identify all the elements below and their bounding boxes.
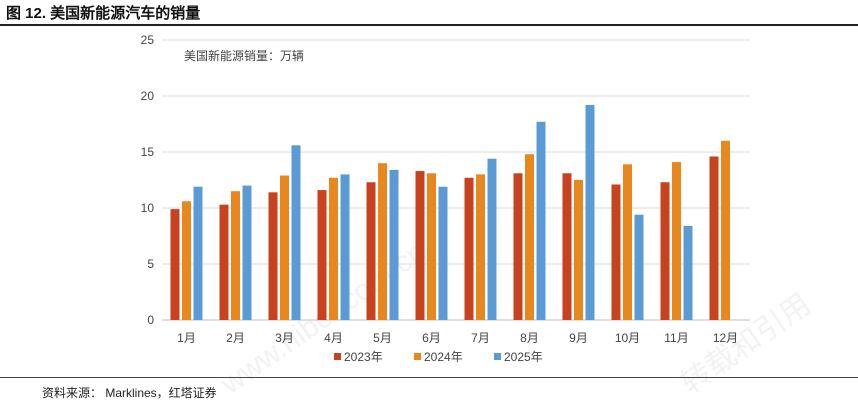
source-rule <box>0 377 858 378</box>
bar <box>562 173 572 320</box>
x-tick-label: 8月 <box>520 331 539 345</box>
bar <box>242 185 252 320</box>
bar <box>574 180 583 320</box>
bar <box>721 140 730 320</box>
bar <box>366 182 376 320</box>
legend-swatch <box>334 353 341 360</box>
x-tick-label: 9月 <box>569 331 588 345</box>
legend-label: 2025年 <box>504 350 543 364</box>
bar <box>415 171 425 320</box>
legend-swatch <box>494 353 501 360</box>
watermark-text: 转载和引用 <box>675 288 817 401</box>
bar <box>340 174 350 320</box>
bar <box>709 156 719 320</box>
bar <box>672 162 681 320</box>
y-tick-label: 10 <box>141 201 155 215</box>
legend-label: 2023年 <box>344 350 383 364</box>
bar <box>585 104 595 321</box>
y-tick-label: 25 <box>141 33 155 47</box>
y-tick-label: 20 <box>141 89 155 103</box>
bar <box>464 177 474 320</box>
bar <box>536 121 546 320</box>
bar <box>280 175 289 320</box>
bar <box>427 173 436 320</box>
y-tick-label: 0 <box>147 313 154 327</box>
x-tick-label: 4月 <box>324 331 343 345</box>
bar <box>219 204 229 320</box>
bar <box>389 169 399 320</box>
x-tick-label: 3月 <box>275 331 294 345</box>
bar <box>683 225 693 320</box>
x-tick-label: 7月 <box>471 331 490 345</box>
bar <box>329 177 338 320</box>
x-tick-label: 2月 <box>226 331 245 345</box>
chart-title: 美国新能源销量：万辆 <box>184 48 304 63</box>
bar <box>634 214 644 320</box>
bar <box>438 186 448 320</box>
legend-label: 2024年 <box>424 350 463 364</box>
bar <box>525 154 534 320</box>
x-tick-label: 5月 <box>373 331 392 345</box>
x-tick-label: 1月 <box>177 331 196 345</box>
bar <box>611 184 621 320</box>
bar <box>487 158 497 320</box>
title-rule <box>0 24 858 26</box>
bar <box>317 190 327 320</box>
bar <box>660 182 670 320</box>
bar <box>170 209 180 320</box>
bar <box>623 164 632 320</box>
y-tick-label: 15 <box>141 145 155 159</box>
x-tick-label: 11月 <box>664 331 688 345</box>
bar <box>476 174 485 320</box>
x-tick-label: 12月 <box>713 331 738 345</box>
bar <box>182 201 191 320</box>
bar <box>378 163 387 320</box>
bar <box>231 191 240 320</box>
y-tick-label: 5 <box>147 257 154 271</box>
figure-title: 图 12. 美国新能源汽车的销量 <box>6 5 201 22</box>
bar <box>513 173 523 320</box>
source-note: 资料来源： Marklines，红塔证券 <box>42 386 217 400</box>
x-tick-label: 10月 <box>615 331 640 345</box>
bar <box>268 192 278 320</box>
bar <box>193 186 203 320</box>
x-tick-label: 6月 <box>422 331 441 345</box>
legend-swatch <box>414 353 421 360</box>
bar <box>291 145 301 320</box>
